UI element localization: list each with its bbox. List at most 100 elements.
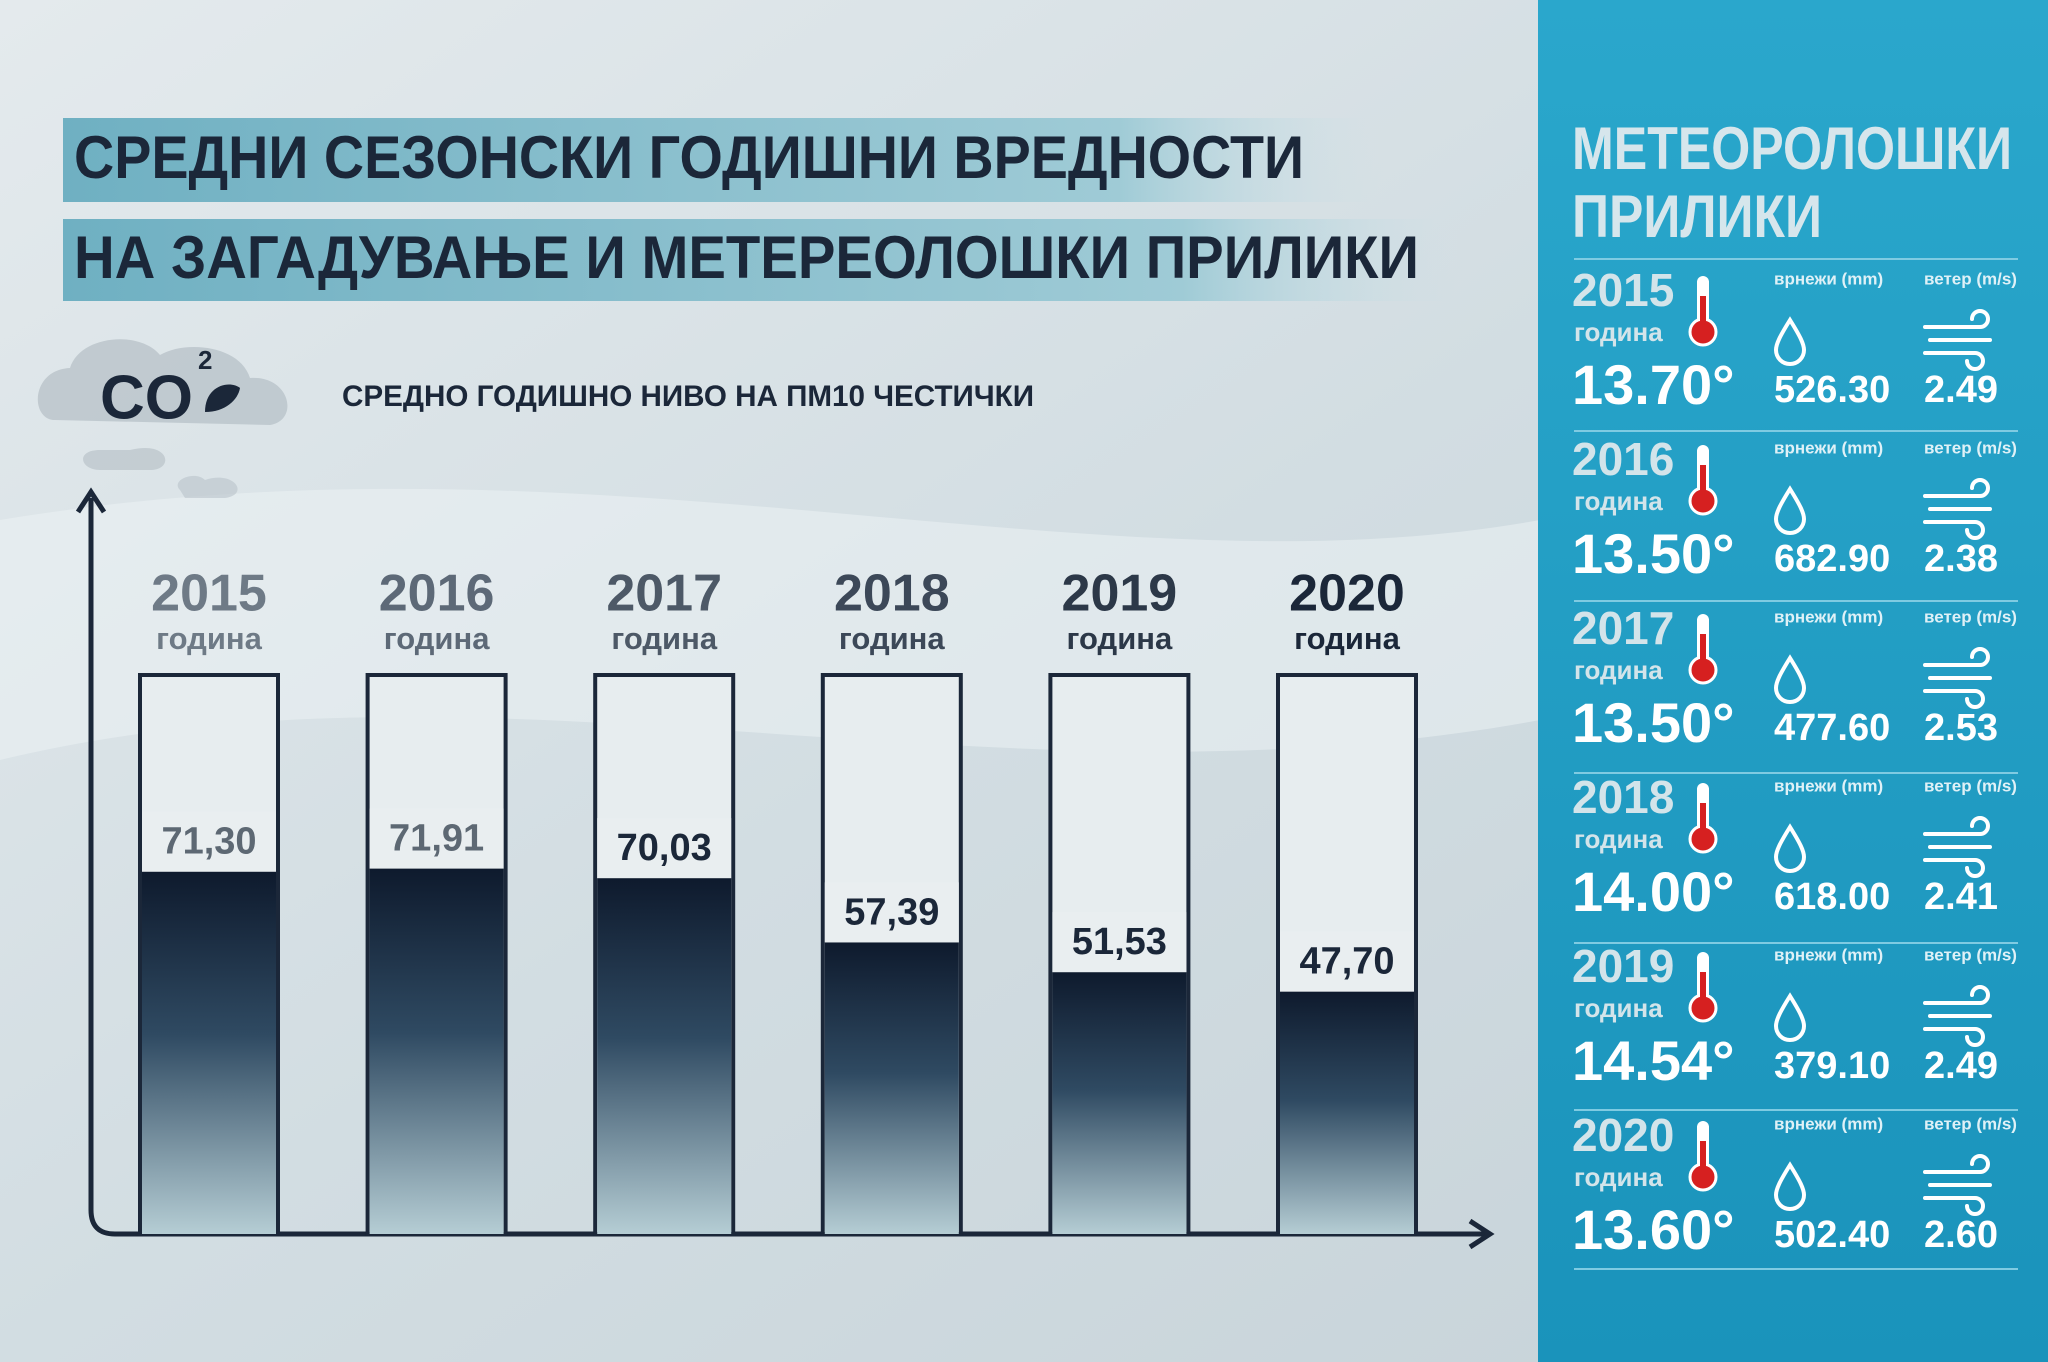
meteo-wind: 2.41 — [1924, 876, 1998, 918]
meteo-year-label: година — [1574, 655, 1663, 685]
thermometer-level — [1700, 634, 1706, 664]
meteo-year-label: година — [1574, 486, 1663, 516]
title-band — [63, 219, 1463, 301]
rain-label: врнежи (mm) — [1774, 269, 1883, 288]
meteo-year: 2019 — [1572, 940, 1674, 992]
drop-icon — [1773, 992, 1807, 1042]
meteo-year: 2020 — [1572, 1109, 1674, 1161]
meteo-wind: 2.53 — [1924, 707, 1998, 749]
co2-icon: CO 2 — [37, 339, 288, 498]
meteo-temp: 13.60° — [1572, 1198, 1735, 1261]
axis-arrows — [75, 487, 1495, 1250]
rain-label: врнежи (mm) — [1774, 776, 1883, 795]
meteo-wind: 2.49 — [1924, 369, 1998, 411]
drop-icon — [1773, 823, 1807, 873]
meteo-rain: 526.30 — [1774, 369, 1890, 411]
category-year: 2016 — [379, 565, 495, 623]
wind-icon — [1923, 309, 1992, 371]
title-line: СРЕДНИ СЕЗОНСКИ ГОДИШНИ ВРЕДНОСТИ — [74, 124, 1304, 191]
value-label-bg — [369, 808, 504, 869]
meteo-temp: 13.50° — [1572, 522, 1735, 585]
thermometer-level — [1700, 972, 1706, 1002]
meteo-year-label: година — [1574, 993, 1663, 1023]
wind-icon — [1923, 478, 1992, 540]
value-label: 70,03 — [617, 827, 712, 869]
meteo-wind: 2.60 — [1924, 1214, 1998, 1256]
bar — [369, 868, 504, 1234]
subtitle: СРЕДНО ГОДИШНО НИВО НА ПМ10 ЧЕСТИЧКИ — [342, 380, 1034, 413]
category-year: 2020 — [1289, 565, 1405, 623]
meteo-rain: 379.10 — [1774, 1045, 1890, 1087]
wind-label: ветер (m/s) — [1924, 945, 2017, 964]
meteo-year: 2018 — [1572, 771, 1674, 823]
meteo-year: 2017 — [1572, 602, 1674, 654]
category-year: 2018 — [834, 565, 950, 623]
meteo-title: ПРИЛИКИ — [1572, 183, 1822, 250]
badge-sup: 2 — [198, 345, 212, 375]
meteo-year-label: година — [1574, 1162, 1663, 1192]
wind-label: ветер (m/s) — [1924, 607, 2017, 626]
bar — [142, 871, 276, 1234]
meteo-year: 2016 — [1572, 433, 1674, 485]
meteo-temp: 14.00° — [1572, 860, 1735, 923]
value-label: 71,30 — [161, 821, 256, 863]
wind-icon — [1923, 647, 1992, 709]
meteo-temp: 13.50° — [1572, 691, 1735, 754]
category-sublabel: година — [1067, 621, 1173, 656]
bar — [824, 942, 959, 1234]
bar — [1280, 991, 1414, 1234]
category-sublabel: година — [384, 621, 490, 656]
value-label: 57,39 — [844, 891, 939, 933]
drop-icon — [1773, 1161, 1807, 1211]
category-sublabel: година — [611, 621, 717, 656]
value-label-bg — [597, 818, 732, 879]
meteo-temp: 13.70° — [1572, 353, 1735, 416]
thermometer-level — [1700, 296, 1706, 326]
rain-label: врнежи (mm) — [1774, 1114, 1883, 1133]
bar — [597, 878, 732, 1234]
category-year: 2015 — [151, 565, 267, 623]
value-label: 51,53 — [1072, 921, 1167, 963]
bar — [1052, 972, 1187, 1234]
meteo-title: МЕТЕОРОЛОШКИ — [1572, 115, 2012, 182]
category-year: 2019 — [1062, 565, 1178, 623]
drop-icon — [1773, 654, 1807, 704]
value-label-bg — [1280, 931, 1414, 992]
value-label-bg — [142, 811, 276, 872]
title-line: НА ЗАГАДУВАЊЕ И МЕТЕРЕОЛОШКИ ПРИЛИКИ — [74, 224, 1419, 291]
value-label-bg — [1052, 912, 1187, 973]
meteo-rain: 477.60 — [1774, 707, 1890, 749]
wind-label: ветер (m/s) — [1924, 776, 2017, 795]
rain-label: врнежи (mm) — [1774, 607, 1883, 626]
wind-icon — [1923, 1154, 1992, 1216]
meteo-year-label: година — [1574, 824, 1663, 854]
meteo-rain: 618.00 — [1774, 876, 1890, 918]
category-sublabel: година — [156, 621, 262, 656]
badge-text: CO — [100, 363, 193, 432]
meteo-temp: 14.54° — [1572, 1029, 1735, 1092]
category-sublabel: година — [839, 621, 945, 656]
axes — [88, 498, 1486, 1237]
meteo-panel — [1538, 0, 2048, 1362]
drop-icon — [1773, 485, 1807, 535]
wind-label: ветер (m/s) — [1924, 1114, 2017, 1133]
meteo-wind: 2.49 — [1924, 1045, 1998, 1087]
rain-label: врнежи (mm) — [1774, 945, 1883, 964]
value-label-bg — [824, 882, 959, 943]
meteo-wind: 2.38 — [1924, 538, 1998, 580]
value-label: 71,91 — [389, 818, 484, 860]
category-sublabel: година — [1294, 621, 1400, 656]
wind-icon — [1923, 985, 1992, 1047]
thermometer-level — [1700, 465, 1706, 495]
meteo-year-label: година — [1574, 317, 1663, 347]
drop-icon — [1773, 316, 1807, 366]
wind-label: ветер (m/s) — [1924, 438, 2017, 457]
wind-icon — [1923, 816, 1992, 878]
rain-label: врнежи (mm) — [1774, 438, 1883, 457]
title-band — [63, 118, 1383, 202]
meteo-rain: 502.40 — [1774, 1214, 1890, 1256]
thermometer-level — [1700, 1141, 1706, 1171]
meteo-year: 2015 — [1572, 264, 1674, 316]
